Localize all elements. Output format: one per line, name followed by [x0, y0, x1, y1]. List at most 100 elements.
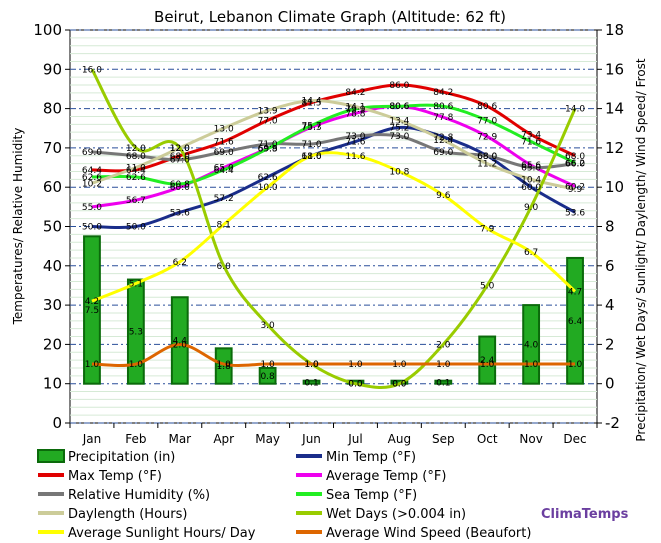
legend-item-wet-days-0-004-in: Wet Days (>0.004 in): [296, 507, 466, 522]
data-label: 71.6: [521, 138, 541, 148]
data-label: 2.0: [436, 340, 451, 350]
y-tick-label-right: 2: [605, 335, 615, 353]
data-label: 60.0: [521, 183, 541, 193]
legend: Precipitation (in) Min Temp (°F) Max Temp …: [37, 449, 531, 541]
y-tick-label-right: 0: [605, 375, 615, 393]
y-tick-label-right: 14: [605, 100, 624, 118]
data-label: 12.0: [170, 144, 190, 154]
data-label: 0.0: [392, 380, 407, 390]
y-tick-label-left: 20: [43, 335, 62, 353]
data-label: 14.1: [345, 103, 365, 113]
data-label: 81.5: [302, 99, 322, 109]
data-label: 9.0: [524, 203, 539, 213]
x-tick-label: Nov: [519, 432, 542, 446]
data-label: 66.2: [565, 159, 585, 169]
legend-swatch: [37, 449, 65, 463]
y-tick-label-right: 8: [605, 218, 615, 236]
x-tick-label: Apr: [213, 432, 234, 446]
data-label: 4.2: [85, 297, 99, 307]
data-label: 67.0: [170, 156, 190, 166]
data-label: 68.0: [477, 152, 497, 162]
data-label: 13.4: [389, 116, 409, 126]
data-label: 1.8: [217, 362, 232, 372]
data-label: 77.0: [258, 116, 278, 126]
series-line-wet-days-0-004-in: [90, 68, 577, 389]
y-tick-label-left: 0: [52, 414, 62, 432]
data-label: 78.8: [345, 109, 365, 119]
x-tick-label: Aug: [388, 432, 411, 446]
data-label: 73.0: [345, 132, 365, 142]
legend-item-average-temp-f: Average Temp (°F): [296, 469, 446, 484]
data-label: 10.2: [82, 179, 102, 189]
y-tick-label-left: 90: [43, 60, 62, 78]
data-label: 72.9: [477, 133, 497, 143]
data-label: 0.8: [260, 372, 275, 382]
precip-bar-feb: [126, 278, 145, 385]
data-label: 56.7: [126, 196, 146, 206]
data-label: 1.0: [129, 360, 144, 370]
data-label: 69.9: [258, 144, 278, 154]
chart-title: Beirut, Lebanon Climate Graph (Altitude:…: [154, 8, 506, 26]
y-tick-label-left: 60: [43, 178, 62, 196]
precip-bar-mar: [170, 296, 189, 385]
legend-item-sea-temp-f: Sea Temp (°F): [296, 488, 417, 503]
data-label: 80.6: [477, 102, 497, 112]
data-label: 5.3: [129, 328, 143, 338]
data-label: 6.4: [568, 317, 583, 327]
data-label: 68.0: [126, 152, 146, 162]
series-line-max-temp-f: [91, 83, 576, 173]
data-label: 10.4: [521, 175, 541, 185]
data-label: 65.6: [521, 161, 541, 171]
y-axis-left-label: Temperatures/ Relative Humidity: [11, 128, 25, 326]
x-tick-label: Feb: [125, 432, 146, 446]
data-label: 12.0: [126, 144, 146, 154]
x-tick-label: Dec: [563, 432, 586, 446]
y-tick-label-left: 80: [43, 100, 62, 118]
data-label: 55.0: [82, 203, 102, 213]
data-label: 4.4: [173, 336, 188, 346]
data-label: 6.0: [217, 262, 232, 272]
legend-label: Precipitation (in): [68, 450, 175, 465]
data-label: 6.7: [524, 248, 538, 258]
data-label: 80.6: [433, 102, 453, 112]
y-tick-label-left: 100: [33, 21, 62, 39]
legend-item-average-sunlight-hours-day: Average Sunlight Hours/ Day: [38, 526, 256, 541]
data-label: 2.0: [173, 340, 188, 350]
data-label: 80.6: [389, 102, 409, 112]
precip-bar-sep: [434, 379, 453, 385]
data-label: 69.8: [258, 145, 278, 155]
legend-label: Average Sunlight Hours/ Day: [68, 526, 256, 541]
legend-label: Average Wind Speed (Beaufort): [326, 526, 531, 541]
data-label: 1.0: [260, 360, 275, 370]
series-line-average-temp-f: [91, 104, 576, 209]
series-line-average-sunlight-hours-day: [91, 151, 577, 303]
data-label: 11.6: [345, 152, 365, 162]
data-label: 75.7: [302, 121, 322, 131]
axes-layer: 0 10 20 30 40 50 60 70 80 90 100 -2 0 2 4 6 8 10 12 14 16 18 J…: [33, 21, 624, 446]
legend-label: Relative Humidity (%): [68, 488, 210, 503]
y-tick-label-right: 4: [605, 296, 615, 314]
data-label: 71.0: [258, 140, 278, 150]
data-label: 73.0: [389, 132, 409, 142]
data-label: 64.4: [82, 166, 102, 176]
lines-layer: [90, 68, 577, 389]
precip-bar-may: [258, 366, 277, 385]
data-label: 9.9: [568, 185, 583, 195]
data-label: 75.3: [302, 123, 322, 133]
data-label: 72.8: [433, 133, 453, 143]
y-tick-label-right: 18: [605, 21, 624, 39]
y-tick-label-left: 70: [43, 139, 62, 157]
series-line-daylength-hours: [91, 99, 576, 191]
brand-logo: ClimaTemps: [541, 507, 629, 522]
data-label: 77.8: [433, 113, 453, 123]
data-label: 1.0: [524, 360, 539, 370]
data-label: 71.6: [345, 138, 365, 148]
data-label: 4.0: [524, 340, 539, 350]
data-label: 7.5: [85, 306, 99, 316]
data-label: 5.0: [480, 281, 495, 291]
data-label: 65.0: [521, 164, 541, 174]
series-line-sea-temp-f: [91, 103, 576, 186]
legend-item-average-wind-speed-beaufort: Average Wind Speed (Beaufort): [296, 526, 531, 541]
data-label: 5.1: [129, 279, 143, 289]
data-label: 62.6: [258, 173, 278, 183]
